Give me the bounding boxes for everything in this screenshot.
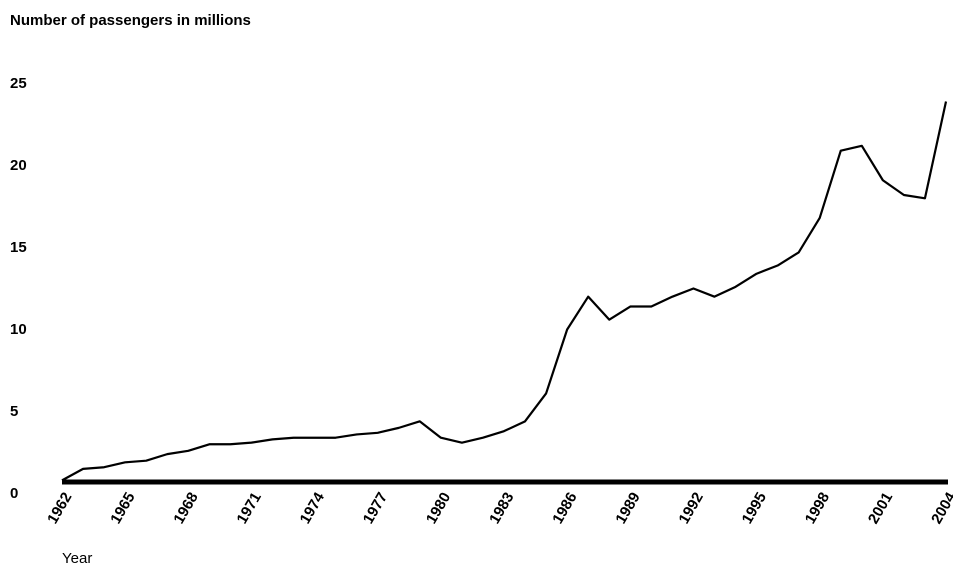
x-tick-label: 1995 bbox=[739, 490, 770, 527]
y-tick-label: 0 bbox=[10, 485, 18, 502]
y-tick-label: 25 bbox=[10, 75, 27, 92]
x-tick-label: 2001 bbox=[865, 490, 896, 527]
x-tick-label: 1992 bbox=[675, 490, 706, 527]
x-tick-label: 1974 bbox=[297, 489, 329, 527]
x-tick-label: 1971 bbox=[233, 490, 264, 527]
line bbox=[61, 101, 948, 482]
x-tick-label: 1962 bbox=[44, 490, 75, 527]
x-tick-label: 1983 bbox=[486, 490, 517, 527]
x-axis-label: Year bbox=[62, 550, 92, 567]
x-tick-label: 1968 bbox=[170, 490, 201, 527]
y-tick-label: 10 bbox=[10, 321, 27, 338]
x-tick-label: 2004 bbox=[928, 489, 953, 527]
x-tick-label: 1977 bbox=[360, 490, 391, 527]
x-tick-label: 1989 bbox=[612, 490, 643, 527]
y-tick-label: 5 bbox=[10, 403, 18, 420]
x-tick-label: 1965 bbox=[107, 490, 138, 527]
x-tick-label: 1998 bbox=[802, 490, 833, 527]
y-tick-label: 15 bbox=[10, 239, 27, 256]
chart-title: Number of passengers in millions bbox=[10, 12, 251, 29]
x-tick-label: 1986 bbox=[549, 490, 580, 527]
y-tick-label: 20 bbox=[10, 157, 27, 174]
x-tick-label: 1980 bbox=[423, 490, 454, 527]
